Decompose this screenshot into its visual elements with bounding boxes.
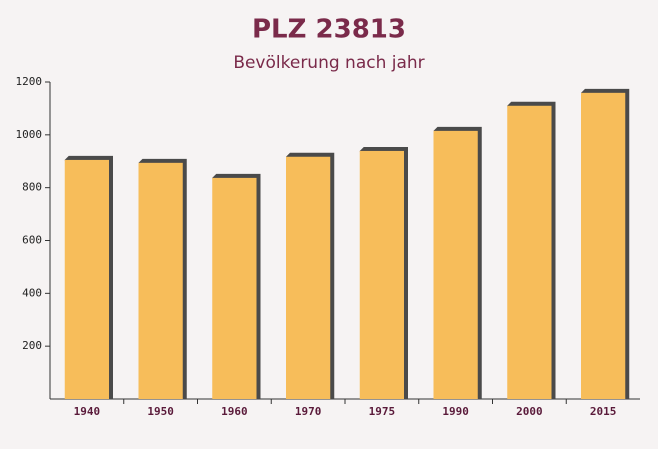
- x-tick-label: 1990: [442, 405, 469, 418]
- y-tick-label: 1200: [16, 75, 43, 88]
- y-tick-label: 200: [22, 339, 42, 352]
- x-tick-label: 1960: [221, 405, 248, 418]
- bar: [64, 159, 109, 399]
- x-tick-label: 1970: [295, 405, 322, 418]
- x-tick-label: 1950: [147, 405, 174, 418]
- x-tick-label: 2015: [590, 405, 617, 418]
- bar: [212, 177, 257, 399]
- bar: [138, 162, 183, 399]
- x-tick-label: 1940: [74, 405, 101, 418]
- bar: [286, 156, 331, 399]
- bar: [433, 130, 478, 399]
- x-tick-label: 2000: [516, 405, 543, 418]
- bar: [507, 105, 552, 400]
- chart-subtitle: Bevölkerung nach jahr: [233, 53, 424, 73]
- y-tick-label: 1000: [16, 128, 43, 141]
- bar: [581, 92, 626, 399]
- y-tick-label: 600: [22, 234, 42, 247]
- chart-title: PLZ 23813: [252, 15, 406, 45]
- bar: [359, 150, 404, 399]
- y-tick-label: 400: [22, 286, 42, 299]
- x-tick-label: 1975: [369, 405, 396, 418]
- y-tick-label: 800: [22, 181, 42, 194]
